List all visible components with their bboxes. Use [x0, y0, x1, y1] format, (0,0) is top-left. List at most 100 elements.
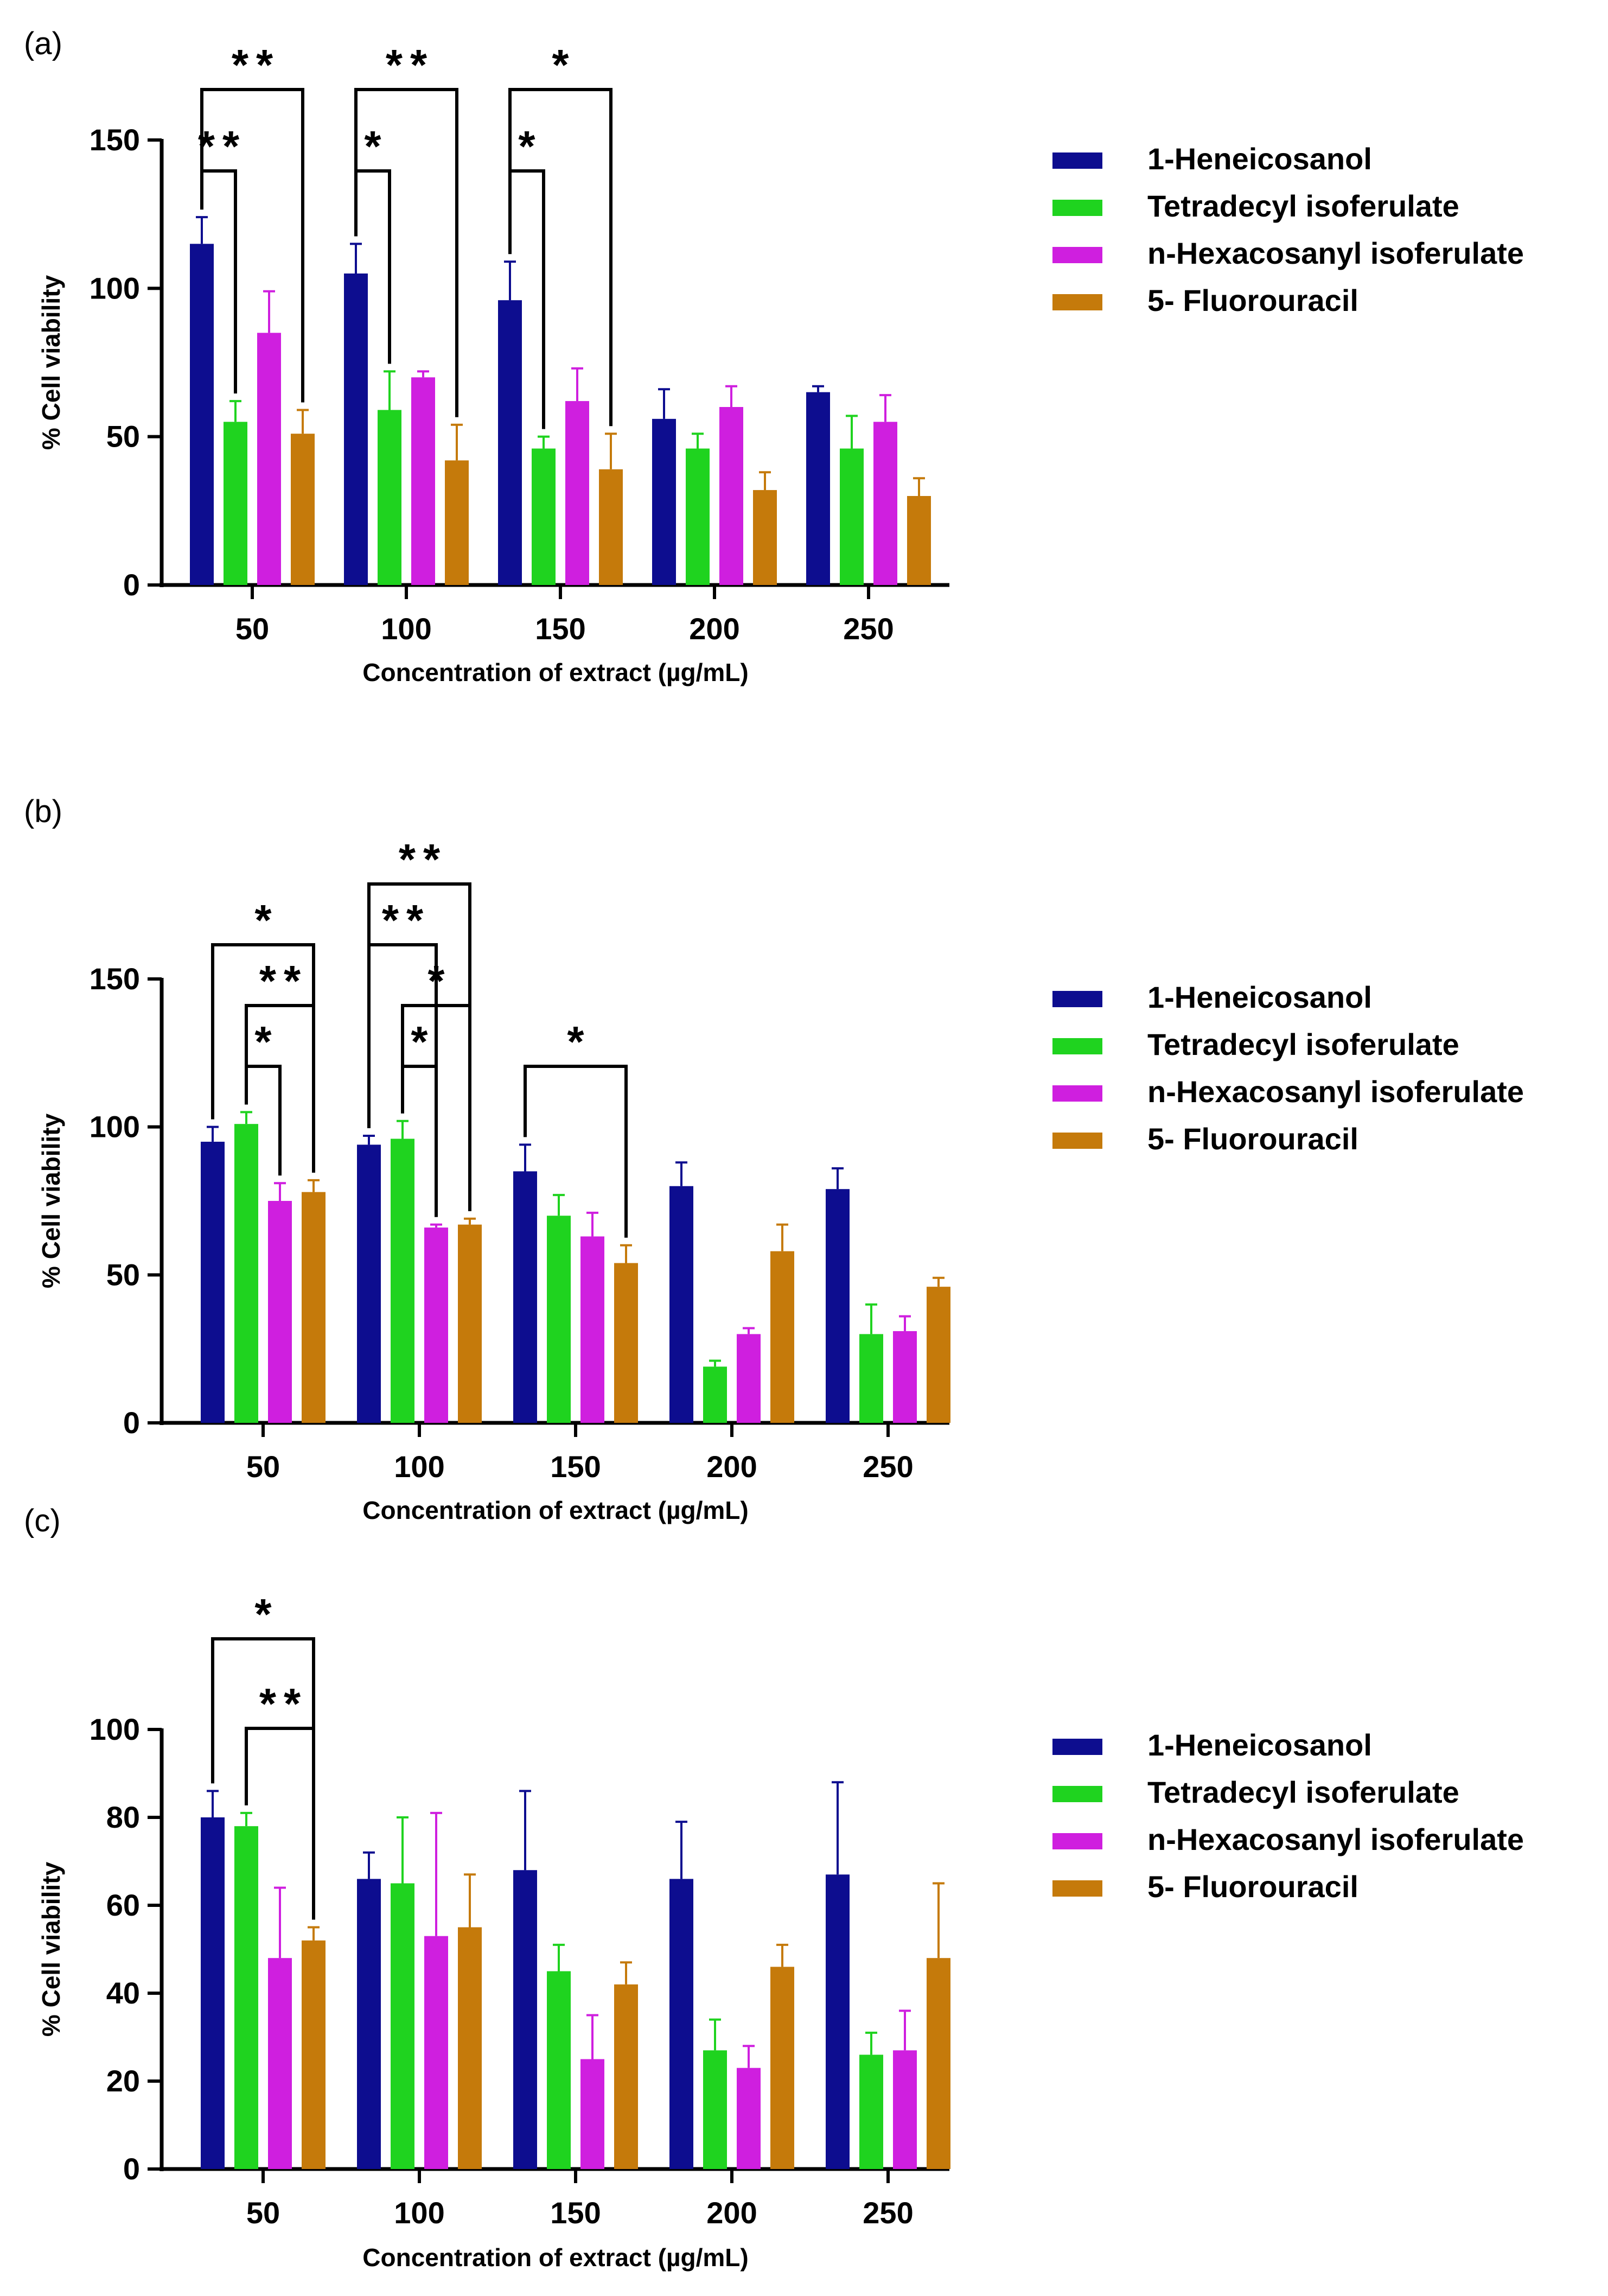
- chart-panel-c: (c) 0 20 40 60 80 100 % Cell viability 50 100 150 2…: [24, 1503, 1524, 2272]
- x-tick-label: 50: [246, 2196, 280, 2230]
- bar-1-heneicosanol-250: [826, 1189, 850, 1423]
- x-tick-label: 250: [863, 2196, 913, 2230]
- bar-1-heneicosanol-50: [201, 1141, 225, 1423]
- bar-1-heneicosanol-200: [669, 1879, 693, 2169]
- x-axis-title: Concentration of extract (µg/mL): [362, 1496, 748, 1524]
- significance-label: *: [254, 1017, 279, 1066]
- x-tick-label: 200: [706, 2196, 757, 2230]
- bar-5-fluorouracil-200: [770, 1251, 794, 1423]
- legend-label: n-Hexacosanyl isoferulate: [1147, 1822, 1524, 1856]
- legend-swatch: [1052, 991, 1102, 1007]
- panel-label: (a): [24, 26, 62, 61]
- bar-1-heneicosanol-150: [513, 1870, 537, 2169]
- x-tick-label: 50: [235, 612, 269, 646]
- bar-1-heneicosanol-250: [806, 392, 830, 585]
- y-tick-label: 0: [123, 2152, 140, 2186]
- bar-n-hexacosanyl-isoferulate-50: [268, 1201, 292, 1423]
- bar-n-hexacosanyl-isoferulate-100: [424, 1936, 448, 2169]
- y-tick-label: 150: [90, 962, 140, 996]
- bar-1-heneicosanol-150: [513, 1171, 537, 1423]
- bar-n-hexacosanyl-isoferulate-250: [893, 1331, 917, 1423]
- bar-n-hexacosanyl-isoferulate-150: [580, 2059, 604, 2169]
- bar-5-fluorouracil-250: [927, 1287, 950, 1423]
- bar-n-hexacosanyl-isoferulate-200: [737, 2068, 761, 2169]
- bar-5-fluorouracil-100: [458, 1224, 482, 1423]
- significance-bracket: [508, 88, 612, 427]
- bar-tetradecyl-isoferulate-200: [686, 448, 710, 585]
- x-tick-label: 200: [689, 612, 739, 646]
- significance-label: *: [518, 122, 543, 170]
- x-tick-label: 100: [394, 1449, 444, 1484]
- legend-label: 1-Heneicosanol: [1147, 980, 1372, 1014]
- y-axis-title: % Cell viability: [37, 275, 65, 450]
- bar-1-heneicosanol-50: [201, 1817, 225, 2169]
- significance-label: *: [254, 896, 279, 944]
- bar-tetradecyl-isoferulate-250: [840, 448, 864, 585]
- legend-swatch: [1052, 247, 1102, 263]
- legend-label: Tetradecyl isoferulate: [1147, 1775, 1459, 1809]
- significance-bracket: [200, 88, 304, 403]
- bar-tetradecyl-isoferulate-250: [859, 1334, 883, 1423]
- panel-label: (c): [24, 1503, 61, 1538]
- bar-5-fluorouracil-50: [302, 1192, 326, 1423]
- bar-5-fluorouracil-250: [927, 1958, 950, 2169]
- bar-tetradecyl-isoferulate-200: [703, 1366, 727, 1423]
- chart-panel-a: (a) 0 50 100 150 % Cell viability 50 100 150 200 2…: [24, 26, 1524, 686]
- bar-1-heneicosanol-250: [826, 1874, 850, 2169]
- legend-swatch: [1052, 294, 1102, 310]
- bar-1-heneicosanol-100: [357, 1879, 381, 2169]
- bar-tetradecyl-isoferulate-150: [532, 448, 556, 585]
- significance-label: **: [399, 835, 448, 883]
- bar-tetradecyl-isoferulate-50: [224, 422, 247, 585]
- legend-swatch: [1052, 1880, 1102, 1897]
- bar-5-fluorouracil-250: [907, 496, 931, 585]
- bar-tetradecyl-isoferulate-100: [391, 1883, 414, 2169]
- bar-tetradecyl-isoferulate-150: [547, 1216, 571, 1423]
- significance-bracket: [211, 1637, 315, 1920]
- bar-1-heneicosanol-200: [669, 1186, 693, 1423]
- legend-label: 5- Fluorouracil: [1147, 283, 1358, 317]
- significance-bracket: [354, 88, 458, 417]
- legend-label: n-Hexacosanyl isoferulate: [1147, 1074, 1524, 1109]
- bar-tetradecyl-isoferulate-200: [703, 2050, 727, 2169]
- legend-swatch: [1052, 1085, 1102, 1102]
- significance-label: **: [382, 896, 431, 944]
- y-axis-title: % Cell viability: [37, 1862, 65, 2037]
- bar-1-heneicosanol-100: [344, 274, 368, 585]
- bar-tetradecyl-isoferulate-150: [547, 1971, 571, 2169]
- significance-label: *: [411, 1017, 435, 1066]
- x-tick-label: 250: [843, 612, 894, 646]
- y-tick-label: 100: [90, 271, 140, 305]
- bar-n-hexacosanyl-isoferulate-200: [719, 407, 743, 585]
- x-tick-label: 150: [535, 612, 585, 646]
- significance-label: *: [552, 41, 576, 89]
- bar-1-heneicosanol-200: [652, 418, 676, 585]
- legend-label: 1-Heneicosanol: [1147, 1728, 1372, 1762]
- significance-label: **: [259, 1680, 308, 1728]
- significance-label: *: [567, 1017, 591, 1066]
- bar-5-fluorouracil-100: [445, 460, 469, 585]
- bar-5-fluorouracil-100: [458, 1927, 482, 2169]
- bar-n-hexacosanyl-isoferulate-50: [257, 333, 281, 585]
- bar-5-fluorouracil-150: [614, 1984, 638, 2169]
- bar-5-fluorouracil-150: [614, 1263, 638, 1423]
- significance-bracket: [367, 882, 471, 1211]
- significance-label: *: [254, 1590, 279, 1638]
- legend-swatch: [1052, 152, 1102, 169]
- legend-label: Tetradecyl isoferulate: [1147, 189, 1459, 223]
- x-tick-label: 100: [394, 2196, 444, 2230]
- legend-label: Tetradecyl isoferulate: [1147, 1027, 1459, 1061]
- bar-1-heneicosanol-50: [190, 244, 214, 585]
- bar-n-hexacosanyl-isoferulate-150: [580, 1236, 604, 1423]
- bar-1-heneicosanol-100: [357, 1144, 381, 1423]
- legend-swatch: [1052, 1739, 1102, 1755]
- y-axis-title: % Cell viability: [37, 1114, 65, 1289]
- bar-n-hexacosanyl-isoferulate-100: [424, 1227, 448, 1423]
- y-tick-label: 50: [106, 419, 140, 454]
- y-tick-label: 100: [90, 1110, 140, 1144]
- bar-n-hexacosanyl-isoferulate-100: [411, 377, 435, 585]
- significance-label: **: [259, 957, 308, 1005]
- bar-tetradecyl-isoferulate-250: [859, 2055, 883, 2169]
- y-tick-label: 0: [123, 568, 140, 602]
